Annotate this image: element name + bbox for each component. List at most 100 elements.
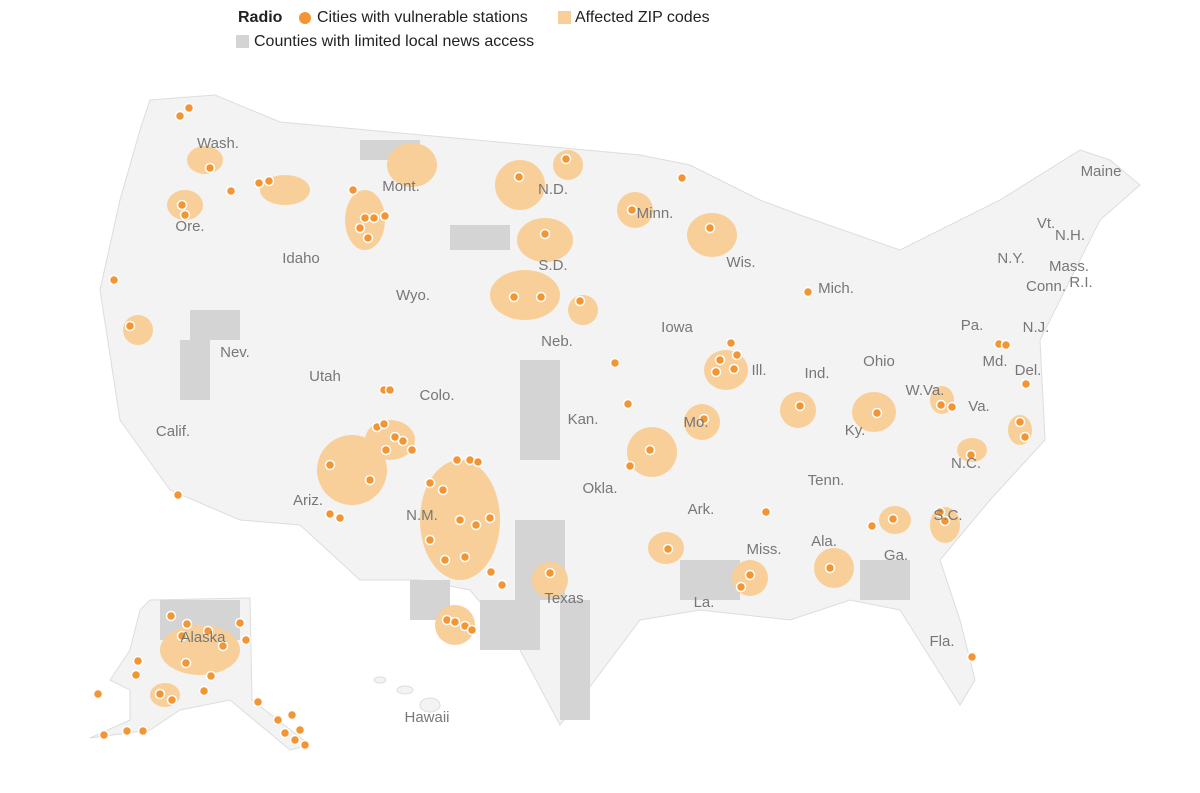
state-label: Texas [544,590,583,607]
legend-title: Radio [238,9,283,26]
city-dot [176,199,188,211]
city-dot [802,286,814,298]
state-label: Minn. [637,205,674,222]
city-dot [137,725,149,737]
city-dot [205,670,217,682]
city-dot [794,400,806,412]
state-label: Ky. [845,422,866,439]
city-dot [484,512,496,524]
city-dot [176,630,188,642]
city-dot [934,506,946,518]
city-dot [130,669,142,681]
state-label: N.C. [951,455,981,472]
city-dot [379,210,391,222]
legend-item: Counties with limited local news access [254,33,534,50]
city-dot [485,566,497,578]
city-dot [626,204,638,216]
county-area [860,560,910,600]
city-dot [108,274,120,286]
city-dot [451,454,463,466]
state-label: Ga. [884,547,908,564]
city-dot [240,634,252,646]
city-dot [253,177,265,189]
state-label: Wis. [726,254,755,271]
state-label: Calif. [156,423,190,440]
state-label: Del. [1015,362,1042,379]
city-dot [289,734,301,746]
city-dot [735,581,747,593]
legend-item: Affected ZIP codes [575,9,710,26]
county-area [190,310,240,340]
city-dot [824,562,836,574]
city-dot [324,459,336,471]
city-dot [272,714,284,726]
city-dot [98,729,110,741]
city-dot [1019,431,1031,443]
state-label: N.Y. [997,250,1024,267]
zip-area [687,213,737,257]
city-dot [234,617,246,629]
city-dot [544,567,556,579]
city-dot [939,515,951,527]
city-dot [299,739,311,751]
city-dot [622,398,634,410]
state-label: Mo. [683,414,708,431]
state-label: S.D. [538,257,567,274]
city-dot [454,514,466,526]
city-dot [698,413,710,425]
state-label: Maine [1081,163,1122,180]
state-label: S.C. [933,507,962,524]
city-dot [132,655,144,667]
city-dot [198,685,210,697]
city-dot [710,366,722,378]
city-dot [508,291,520,303]
city-dot [439,554,451,566]
state-label: Fla. [929,633,954,650]
state-label: Ark. [688,501,715,518]
state-label: La. [694,594,715,611]
state-label: Alaska [180,629,226,646]
state-label: Mont. [382,178,420,195]
state-label: Hawaii [404,709,449,726]
city-dot [225,185,237,197]
city-dot [359,212,371,224]
county-area [180,340,210,400]
city-dot [179,209,191,221]
state-label: Okla. [582,480,617,497]
zip-area [495,160,545,210]
city-dot [437,484,449,496]
legend: Radio Cities with vulnerable stations Af… [236,9,710,50]
city-dot [180,657,192,669]
state-label: Mich. [818,280,854,297]
state-label: Ariz. [293,492,323,509]
zip-area [490,270,560,320]
city-dot [286,709,298,721]
city-dot [183,102,195,114]
legend-swatch [299,12,311,24]
county-area [450,225,510,250]
city-dot [1014,416,1026,428]
city-dot [728,363,740,375]
hawaii-island [373,676,387,684]
city-dot [424,534,436,546]
city-dot [263,175,275,187]
city-dot [866,520,878,532]
city-dot [294,724,306,736]
city-dot [124,320,136,332]
state-label: Nev. [220,344,250,361]
city-dot [946,401,958,413]
city-dot [378,418,390,430]
city-dot [714,354,726,366]
state-label: Conn. [1026,278,1066,295]
state-label: Md. [982,353,1007,370]
cities [92,102,1032,751]
state-label: N.H. [1055,227,1085,244]
state-label: Va. [968,398,989,415]
city-dot [966,651,978,663]
city-dot [174,110,186,122]
city-dot [172,489,184,501]
city-dot [935,399,947,411]
city-dot [347,184,359,196]
city-dot [424,477,436,489]
state-label: Ala. [811,533,837,550]
